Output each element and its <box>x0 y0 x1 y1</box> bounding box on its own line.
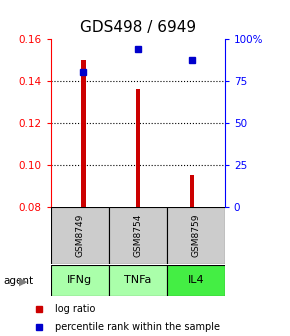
Bar <box>190 175 194 207</box>
Bar <box>167 207 225 264</box>
Text: IFNg: IFNg <box>67 275 92 285</box>
Bar <box>51 207 109 264</box>
Bar <box>109 207 167 264</box>
Text: agent: agent <box>3 276 33 286</box>
Bar <box>51 265 109 296</box>
Title: GDS498 / 6949: GDS498 / 6949 <box>80 20 196 35</box>
Bar <box>109 265 167 296</box>
Text: percentile rank within the sample: percentile rank within the sample <box>55 322 220 332</box>
Bar <box>81 60 86 207</box>
Text: GSM8759: GSM8759 <box>191 214 200 257</box>
Bar <box>167 265 225 296</box>
Bar <box>135 89 140 207</box>
Text: GSM8754: GSM8754 <box>133 214 142 257</box>
Text: GSM8749: GSM8749 <box>75 214 84 257</box>
Text: ▶: ▶ <box>19 276 27 286</box>
Text: IL4: IL4 <box>187 275 204 285</box>
Text: log ratio: log ratio <box>55 304 95 314</box>
Text: TNFa: TNFa <box>124 275 151 285</box>
